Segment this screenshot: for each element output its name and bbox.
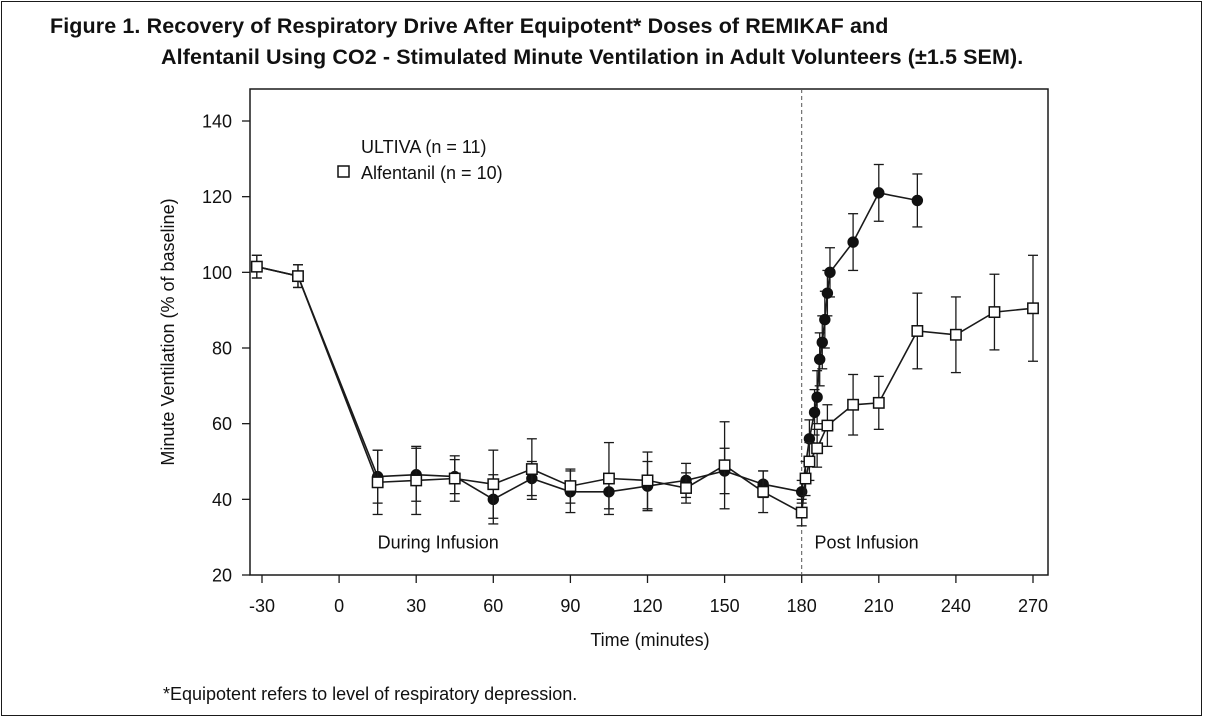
data-point (811, 442, 824, 455)
data-point (816, 336, 828, 349)
legend-label-ultiva: ULTIVA (n = 11) (361, 137, 487, 157)
data-point (525, 463, 538, 476)
legend: ULTIVA (n = 11) Alfentanil (n = 10) (337, 137, 503, 183)
plot-area (249, 88, 1049, 576)
data-point (911, 325, 924, 337)
y-tick-label: 60 (212, 414, 232, 434)
figure-title-line-2: Alfentanil Using CO2 - Stimulated Minute… (161, 45, 1024, 69)
data-point (813, 353, 826, 366)
data-point (250, 260, 263, 273)
data-point (824, 266, 836, 279)
data-point (811, 391, 823, 403)
x-axis-label: Time (minutes) (590, 630, 709, 650)
data-point (641, 474, 654, 487)
data-point (821, 287, 834, 299)
data-point (795, 506, 808, 519)
data-point (949, 328, 962, 341)
data-point (292, 270, 304, 283)
data-point (873, 187, 885, 199)
x-tick-label: -30 (249, 596, 275, 616)
data-point (448, 472, 461, 485)
legend-marker-alfentanil (337, 165, 350, 178)
y-tick-label: 140 (202, 112, 232, 132)
data-point (819, 313, 831, 326)
x-tick-label: 150 (710, 596, 740, 616)
x-tick-label: 60 (483, 596, 503, 616)
data-point (1027, 302, 1039, 315)
data-point (487, 478, 500, 491)
axes: -30 0 30 60 90 120 150 180 210 240 270 20 40 60 80 100 1… (202, 89, 1048, 616)
x-tick-label: 210 (864, 596, 894, 616)
series-ultiva (251, 163, 924, 525)
y-axis-label: Minute Ventilation (% of baseline) (158, 198, 178, 465)
data-point (821, 419, 834, 432)
data-point (371, 476, 384, 489)
x-tick-label: 30 (406, 596, 426, 616)
series-line (256, 265, 1034, 514)
data-point (603, 472, 615, 485)
legend-label-alfentanil: Alfentanil (n = 10) (361, 163, 503, 183)
x-tick-label: 180 (787, 596, 817, 616)
during-infusion-label: During Infusion (378, 533, 499, 553)
data-point (872, 396, 885, 409)
y-tick-label: 20 (212, 566, 232, 586)
data-point (911, 194, 924, 207)
post-infusion-label: Post Infusion (815, 533, 919, 553)
y-tick-label: 100 (202, 263, 232, 283)
data-point (680, 482, 692, 494)
series-alfentanil (250, 254, 1039, 527)
data-point (803, 455, 816, 468)
data-point (718, 459, 731, 472)
figure-title-line-1: Figure 1. Recovery of Respiratory Drive … (50, 14, 889, 38)
data-point (757, 485, 770, 498)
footnote: *Equipotent refers to level of respirato… (163, 684, 578, 704)
data-point (847, 398, 860, 411)
data-point (808, 406, 821, 419)
data-point (564, 480, 577, 493)
x-tick-label: 90 (560, 596, 580, 616)
data-point (410, 474, 423, 487)
data-point (988, 306, 1001, 319)
y-tick-label: 120 (202, 187, 232, 207)
y-tick-label: 80 (212, 339, 232, 359)
data-point (799, 472, 812, 485)
data-point (847, 236, 859, 248)
x-tick-label: 120 (632, 596, 662, 616)
x-tick-label: 0 (334, 596, 344, 616)
y-tick-label: 40 (212, 490, 232, 510)
x-tick-label: 240 (941, 596, 971, 616)
data-series (250, 163, 1039, 527)
x-tick-label: 270 (1018, 596, 1048, 616)
